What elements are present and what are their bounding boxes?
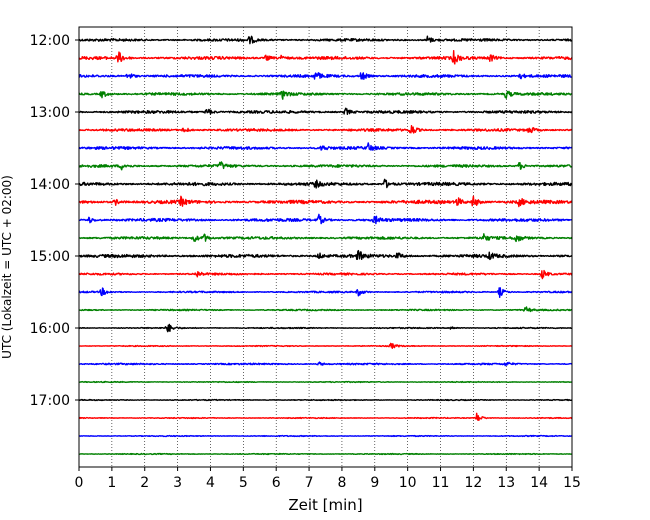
seismogram-trace: [78, 90, 573, 100]
plot-frame: [78, 26, 573, 468]
y-tick-label: 17:00: [30, 393, 70, 409]
x-axis-label: Zeit [min]: [288, 496, 362, 514]
x-tick-label: 12: [464, 475, 482, 491]
x-tick-label: 11: [432, 475, 450, 491]
x-tick-label: 5: [239, 475, 248, 491]
x-tick-label: 3: [173, 475, 182, 491]
seismogram-trace: [78, 35, 573, 45]
x-tick-label: 1: [107, 475, 116, 491]
seismogram-trace: [78, 434, 573, 438]
seismogram-trace: [78, 233, 573, 243]
seismogram-trace: [78, 287, 573, 298]
x-tick-label: 10: [399, 475, 417, 491]
y-tick-label: 14:00: [30, 177, 70, 193]
y-tick-label: 12:00: [30, 33, 70, 49]
seismogram-trace: [78, 306, 573, 313]
x-tick-label: 9: [370, 475, 379, 491]
seismogram-trace: [78, 380, 573, 384]
x-axis-ticks: 0 1 2 3 4 5 6 7 8 9 10 11 12 13 14 15: [75, 467, 581, 491]
seismogram-trace: [78, 125, 573, 134]
seismogram-trace: [78, 342, 573, 349]
seismogram-trace: [78, 249, 573, 261]
seismogram-trace: [78, 323, 573, 333]
y-tick-label: 15:00: [30, 249, 70, 265]
x-tick-label: 0: [75, 475, 84, 491]
x-tick-label: 14: [530, 475, 548, 491]
x-tick-label: 8: [337, 475, 346, 491]
seismogram-traces: [78, 35, 573, 456]
y-axis-label: UTC (Lokalzeit = UTC + 02:00): [0, 175, 14, 359]
x-tick-label: 4: [206, 475, 215, 491]
seismogram-trace: [78, 269, 573, 280]
seismogram-trace: [78, 49, 573, 65]
grid-lines: [111, 27, 540, 467]
seismogram-trace: [78, 412, 573, 422]
seismogram-trace: [78, 398, 573, 402]
seismogram-trace: [78, 195, 573, 208]
x-tick-label: 6: [272, 475, 281, 491]
x-tick-label: 2: [140, 475, 149, 491]
y-tick-label: 16:00: [30, 321, 70, 337]
seismogram-trace: [78, 213, 573, 225]
seismogram-trace: [78, 178, 573, 189]
y-tick-label: 13:00: [30, 105, 70, 121]
seismogram-trace: [78, 72, 573, 80]
x-tick-label: 7: [305, 475, 314, 491]
x-tick-label: 15: [563, 475, 581, 491]
seismogram-trace: [78, 142, 573, 151]
seismogram-trace: [78, 161, 573, 171]
seismogram-trace: [78, 107, 573, 115]
seismogram-trace: [78, 361, 573, 367]
y-axis-ticks: 12:00 13:00 14:00 15:00 16:00 17:00: [30, 33, 79, 409]
x-tick-label: 13: [497, 475, 515, 491]
seismogram-trace: [78, 452, 573, 456]
